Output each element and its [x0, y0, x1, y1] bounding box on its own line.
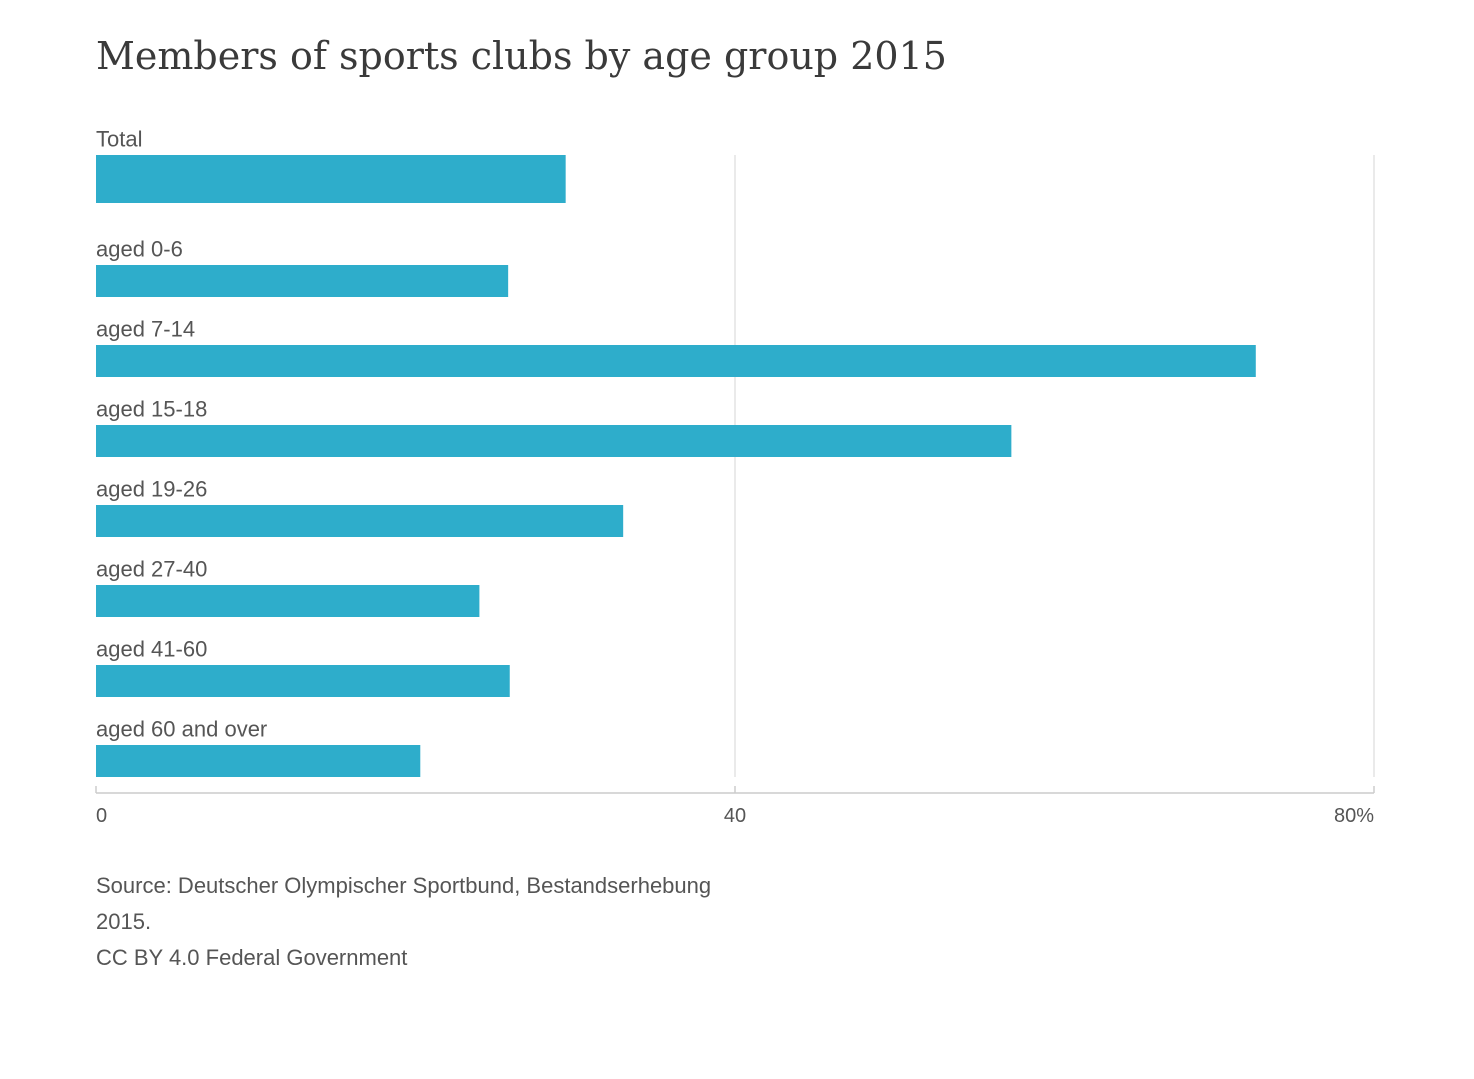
bar — [96, 345, 1256, 377]
bar — [96, 665, 510, 697]
category-label: aged 19-26 — [96, 477, 207, 502]
license-line: CC BY 4.0 Federal Government — [96, 945, 408, 970]
x-axis: 0 40 80% — [95, 786, 1375, 827]
tick-label: 80% — [1334, 805, 1374, 827]
source-line: Source: Deutscher Olympischer Sportbund,… — [96, 873, 712, 898]
bar — [96, 265, 509, 297]
source-line: 2015. — [96, 909, 152, 934]
category-label: aged 15-18 — [96, 397, 207, 422]
bar — [96, 505, 624, 537]
tick-label: 0 — [96, 805, 107, 827]
chart-title: Members of sports clubs by age group 201… — [96, 34, 947, 78]
bar-chart: Total aged 0-6 aged 7-14 aged 15-18 aged 19-… — [95, 127, 1375, 827]
category-label: aged 60 and over — [96, 717, 267, 742]
bar — [96, 745, 421, 777]
category-label: aged 27-40 — [96, 557, 207, 582]
category-label: aged 41-60 — [96, 637, 207, 662]
category-label: aged 0-6 — [96, 237, 183, 262]
bars — [96, 155, 1256, 777]
grid-lines — [734, 155, 1375, 777]
bar — [96, 155, 566, 203]
bar — [96, 585, 480, 617]
bar — [96, 425, 1012, 457]
category-label: Total — [96, 127, 142, 152]
category-labels: Total aged 0-6 aged 7-14 aged 15-18 aged 19-… — [96, 127, 267, 742]
tick-label: 40 — [724, 805, 746, 827]
category-label: aged 7-14 — [96, 317, 195, 342]
source-note: Source: Deutscher Olympischer Sportbund,… — [96, 868, 736, 976]
